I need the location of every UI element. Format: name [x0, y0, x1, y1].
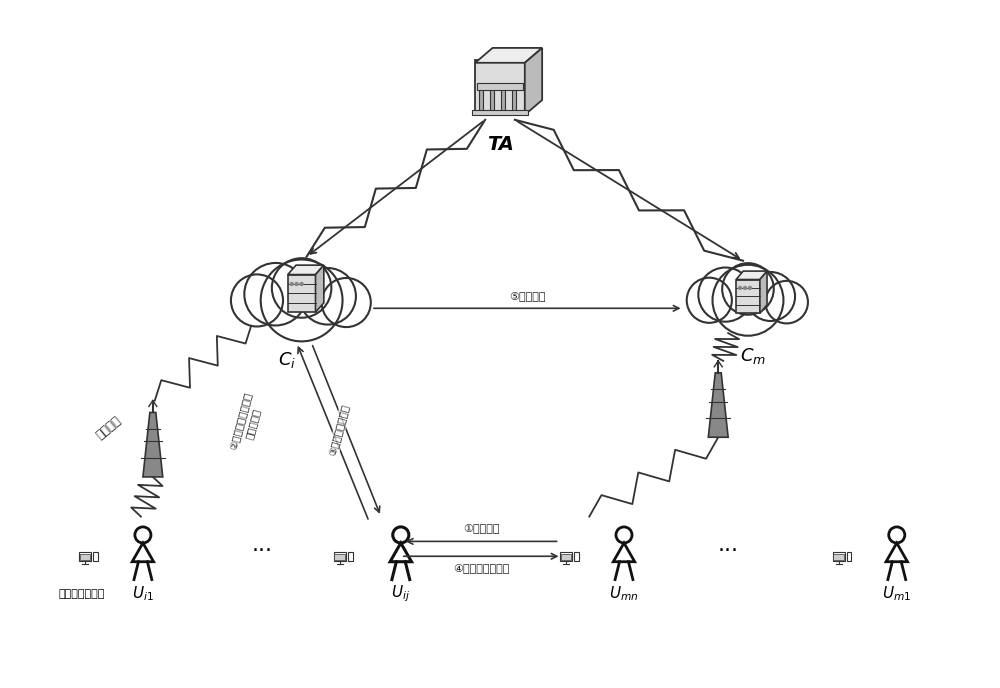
Circle shape	[272, 258, 331, 318]
Bar	[80, 554, 90, 560]
Text: ⑤数据访问: ⑤数据访问	[509, 292, 546, 301]
Bar	[560, 552, 572, 561]
Bar	[561, 554, 571, 560]
Text: $C_m$: $C_m$	[740, 346, 766, 366]
Bar	[288, 275, 316, 312]
Circle shape	[244, 263, 307, 325]
Circle shape	[135, 527, 151, 543]
Polygon shape	[288, 265, 324, 275]
Text: ③认证与密钥协商: ③认证与密钥协商	[328, 403, 351, 457]
Bar	[736, 279, 760, 313]
Polygon shape	[613, 543, 635, 561]
Text: ②选求云服务器认证
和密钥协商: ②选求云服务器认证 和密钥协商	[229, 391, 265, 454]
Text: ···: ···	[718, 541, 739, 561]
Bar	[93, 552, 98, 561]
Bar	[334, 552, 346, 561]
Polygon shape	[708, 373, 728, 438]
Bar	[334, 554, 345, 560]
Circle shape	[687, 278, 732, 323]
Text: $U_{ij}$: $U_{ij}$	[391, 583, 410, 604]
Polygon shape	[132, 543, 154, 561]
Polygon shape	[736, 271, 767, 279]
Bar	[847, 552, 851, 561]
Circle shape	[261, 259, 343, 341]
Circle shape	[765, 281, 808, 323]
Text: $U_{m1}$: $U_{m1}$	[882, 585, 911, 603]
Polygon shape	[390, 543, 412, 561]
Bar	[833, 552, 845, 561]
Circle shape	[300, 283, 303, 286]
Polygon shape	[886, 543, 907, 561]
Polygon shape	[525, 48, 542, 115]
Circle shape	[299, 268, 356, 325]
Circle shape	[231, 275, 283, 327]
Bar	[477, 83, 523, 90]
Polygon shape	[316, 265, 324, 312]
Polygon shape	[475, 48, 542, 63]
Polygon shape	[143, 412, 163, 477]
Text: $U_{mn}$: $U_{mn}$	[609, 585, 639, 603]
Bar	[501, 85, 505, 113]
Bar	[348, 552, 353, 561]
Circle shape	[739, 286, 742, 290]
Bar	[833, 554, 844, 560]
Circle shape	[722, 263, 774, 314]
Circle shape	[889, 527, 905, 543]
Circle shape	[322, 278, 371, 327]
Bar	[79, 552, 91, 561]
Text: 手机或移动终端: 手机或移动终端	[58, 589, 105, 599]
Text: $C_i$: $C_i$	[278, 350, 296, 370]
Bar	[475, 61, 525, 115]
Text: TA: TA	[487, 135, 513, 154]
Circle shape	[746, 272, 795, 321]
Circle shape	[744, 286, 746, 290]
Circle shape	[393, 527, 409, 543]
Circle shape	[290, 283, 293, 286]
Text: ···: ···	[251, 541, 272, 561]
Circle shape	[698, 268, 752, 322]
Text: ④认证与密钥协商: ④认证与密钥协商	[453, 563, 509, 573]
Bar	[574, 552, 579, 561]
Polygon shape	[760, 271, 767, 313]
Bar	[490, 85, 494, 113]
Bar	[479, 85, 483, 113]
Bar	[512, 85, 516, 113]
Text: 通信链路: 通信链路	[93, 413, 123, 441]
Circle shape	[295, 283, 298, 286]
Circle shape	[616, 527, 632, 543]
Circle shape	[748, 286, 751, 290]
Bar	[472, 110, 528, 115]
Circle shape	[713, 265, 783, 336]
Text: $U_{i1}$: $U_{i1}$	[132, 585, 154, 603]
Text: ①数据请求: ①数据请求	[463, 524, 499, 533]
